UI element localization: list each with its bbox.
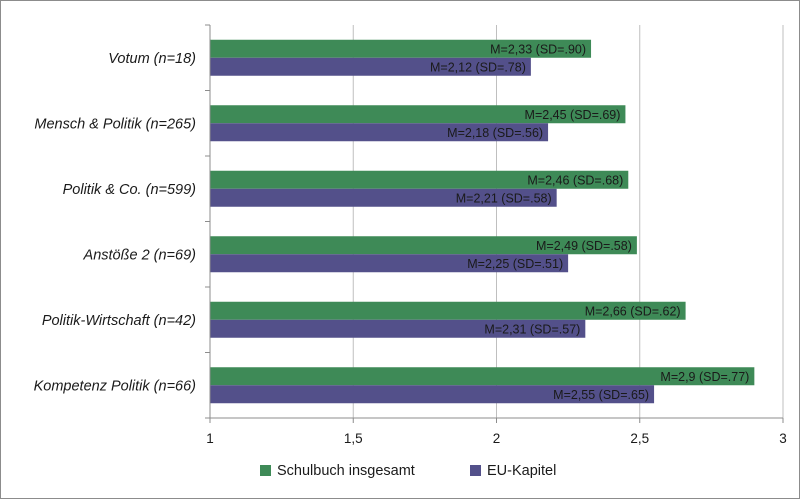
- data-label: M=2,25 (SD=.51): [467, 257, 563, 271]
- legend-label: Schulbuch insgesamt: [277, 463, 415, 479]
- data-label: M=2,33 (SD=.90): [490, 42, 586, 56]
- legend: Schulbuch insgesamt EU-Kapitel: [260, 463, 556, 479]
- data-label: M=2,21 (SD=.58): [456, 191, 552, 205]
- data-label: M=2,45 (SD=.69): [525, 108, 621, 122]
- bar-eu-kapitel: [210, 319, 586, 338]
- data-label: M=2,46 (SD=.68): [527, 173, 623, 187]
- data-label: M=2,9 (SD=.77): [660, 370, 749, 384]
- bar-eu-kapitel: [210, 188, 557, 207]
- data-label: M=2,55 (SD=.65): [553, 388, 649, 402]
- data-label: M=2,12 (SD=.78): [430, 60, 526, 74]
- legend-swatch: [260, 465, 271, 476]
- axes: [205, 24, 784, 423]
- data-label: M=2,66 (SD=.62): [585, 304, 681, 318]
- bar-eu-kapitel: [210, 123, 549, 142]
- category-label: Kompetenz Politik (n=66): [34, 378, 196, 394]
- legend-label: EU-Kapitel: [487, 463, 556, 479]
- gridlines: [352, 25, 784, 418]
- bar-schulbuch: [210, 170, 629, 189]
- bar-schulbuch: [210, 301, 686, 320]
- category-label: Politik & Co. (n=599): [63, 182, 196, 198]
- data-label: M=2,18 (SD=.56): [447, 126, 543, 140]
- x-tick-label: 2: [493, 431, 501, 446]
- data-label: M=2,31 (SD=.57): [484, 322, 580, 336]
- bar-schulbuch: [210, 236, 637, 255]
- category-label: Politik-Wirtschaft (n=42): [42, 313, 196, 329]
- legend-swatch: [470, 465, 481, 476]
- data-label: M=2,49 (SD=.58): [536, 239, 632, 253]
- category-label: Votum (n=18): [108, 51, 196, 67]
- bar-eu-kapitel: [210, 385, 655, 404]
- bar-eu-kapitel: [210, 254, 569, 273]
- x-tick-label: 3: [779, 431, 787, 446]
- bar-schulbuch: [210, 367, 755, 386]
- labels: M=2,33 (SD=.90) M=2,12 (SD=.78) Votum (n=1…: [34, 42, 787, 446]
- bars: [210, 39, 755, 404]
- bar-schulbuch: [210, 105, 626, 124]
- x-tick-label: 1,5: [344, 431, 363, 446]
- x-tick-label: 2,5: [630, 431, 649, 446]
- category-label: Mensch & Politik (n=265): [34, 116, 196, 132]
- bar-eu-kapitel: [210, 57, 531, 76]
- bar-schulbuch: [210, 39, 592, 58]
- category-label: Anstöße 2 (n=69): [83, 247, 196, 263]
- x-tick-label: 1: [206, 431, 214, 446]
